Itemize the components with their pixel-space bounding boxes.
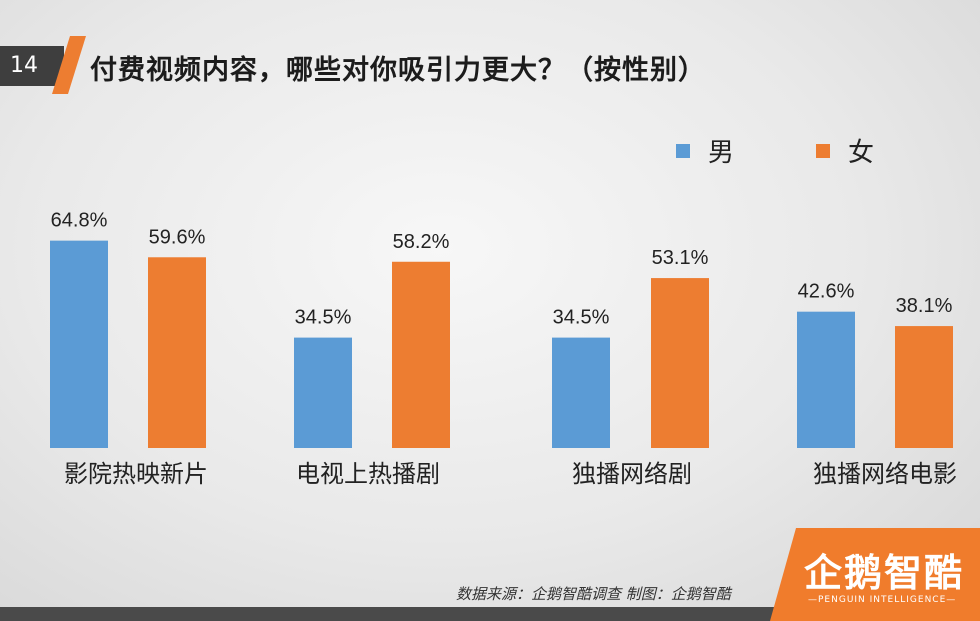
bar-female-1: [392, 261, 450, 448]
data-label-female-0: 59.6%: [149, 226, 206, 248]
category-label-3: 独播网络电影: [813, 460, 957, 488]
bar-male-2: [552, 337, 610, 448]
title-slash-accent: [52, 36, 86, 94]
page-number: 14: [0, 46, 64, 86]
legend-label-male: 男: [708, 138, 735, 168]
bar-male-3: [797, 311, 855, 448]
data-label-male-2: 34.5%: [553, 307, 610, 329]
data-label-female-1: 58.2%: [393, 231, 450, 253]
bar-chart: 64.8% 59.6% 影院热映新片 34.5% 58.2% 电视上热播剧 34.5% 53.…: [50, 210, 957, 488]
category-label-0: 影院热映新片: [64, 460, 208, 488]
bar-male-1: [294, 337, 352, 448]
brand-name: 企鹅智酷: [804, 551, 965, 595]
legend-swatch-male: [676, 143, 690, 158]
legend-item-female: 女: [816, 132, 874, 169]
legend-label-female: 女: [848, 138, 875, 168]
data-label-female-2: 53.1%: [652, 247, 709, 269]
category-label-1: 电视上热播剧: [296, 460, 440, 488]
category-label-2: 独播网络剧: [572, 460, 692, 488]
data-label-male-3: 42.6%: [798, 281, 855, 303]
bar-female-2: [651, 278, 709, 448]
data-label-male-1: 34.5%: [295, 307, 352, 329]
footer-bar: [0, 607, 980, 621]
data-label-male-0: 64.8%: [51, 210, 108, 232]
bar-female-0: [148, 257, 206, 448]
data-label-female-3: 38.1%: [896, 295, 953, 317]
page-title: 付费视频内容，哪些对你吸引力更大？（按性别）: [90, 55, 706, 86]
brand-logo: 企鹅智酷 —PENGUIN INTELLIGENCE—: [770, 528, 980, 621]
bar-male-0: [50, 240, 108, 448]
brand-subtitle: —PENGUIN INTELLIGENCE—: [808, 595, 957, 605]
legend-item-male: 男: [676, 132, 734, 169]
bar-female-3: [895, 326, 953, 448]
legend-swatch-female: [816, 143, 830, 158]
brand-logo-background: [770, 528, 980, 621]
source-note: 数据来源：企鹅智酷调查 制图：企鹅智酷: [456, 585, 731, 603]
